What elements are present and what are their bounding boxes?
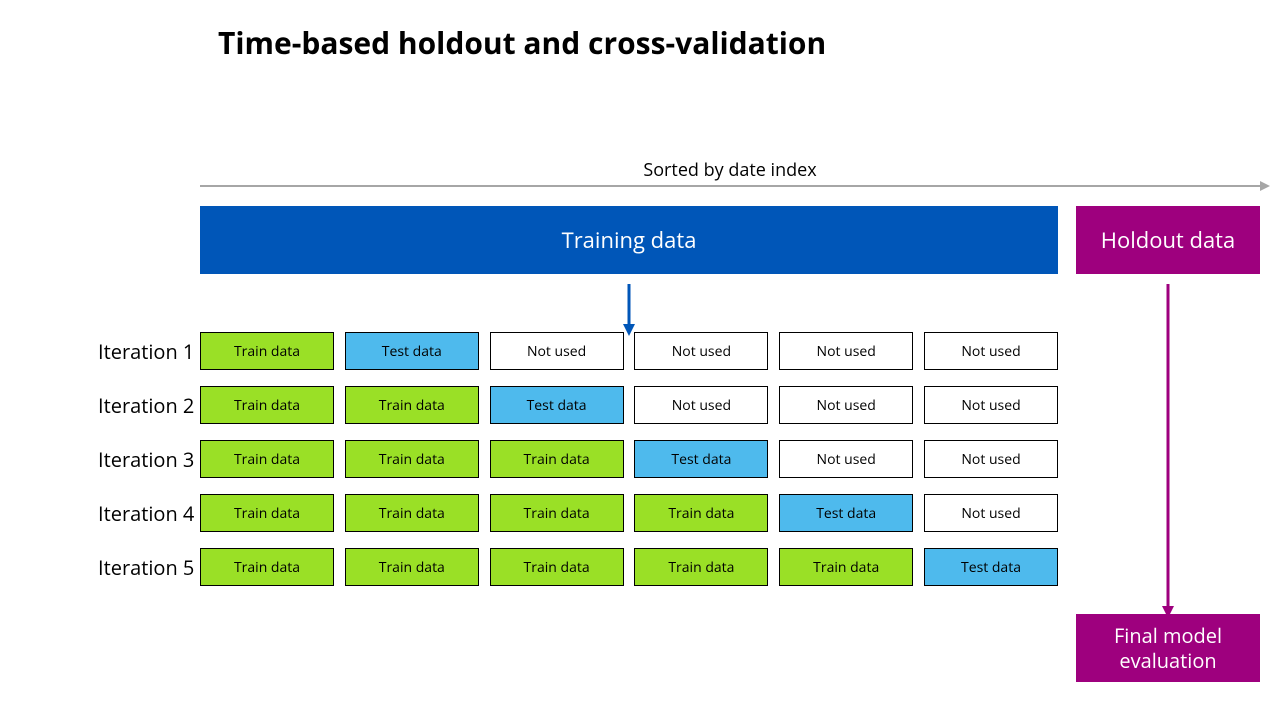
cv-cell-train: Train data	[490, 440, 624, 478]
training-to-grid-arrow	[619, 284, 639, 336]
cv-cell-train: Train data	[345, 386, 479, 424]
iteration-label: Iteration 1	[98, 338, 194, 365]
iteration-label: Iteration 4	[98, 500, 194, 527]
cv-cell-test: Test data	[345, 332, 479, 370]
iteration-label: Iteration 5	[98, 554, 194, 581]
cv-cell-train: Train data	[200, 440, 334, 478]
training-data-block: Training data	[200, 206, 1058, 274]
cv-cell-notused: Not used	[634, 386, 768, 424]
cv-cell-train: Train data	[200, 332, 334, 370]
cv-cell-notused: Not used	[924, 494, 1058, 532]
cv-cell-train: Train data	[490, 494, 624, 532]
holdout-data-block: Holdout data	[1076, 206, 1260, 274]
final-evaluation-label: Final model evaluation	[1076, 623, 1260, 673]
cv-cell-train: Train data	[200, 494, 334, 532]
cv-cell-notused: Not used	[490, 332, 624, 370]
cv-cell-test: Test data	[634, 440, 768, 478]
cv-cell-notused: Not used	[924, 386, 1058, 424]
cv-cell-train: Train data	[779, 548, 913, 586]
iteration-label: Iteration 3	[98, 446, 194, 473]
cv-cell-train: Train data	[200, 548, 334, 586]
cv-cell-train: Train data	[634, 548, 768, 586]
cv-cell-test: Test data	[924, 548, 1058, 586]
page-title: Time-based holdout and cross-validation	[218, 22, 826, 63]
cv-cell-train: Train data	[634, 494, 768, 532]
cv-cell-train: Train data	[345, 494, 479, 532]
cv-cell-train: Train data	[490, 548, 624, 586]
cv-cell-train: Train data	[345, 548, 479, 586]
holdout-to-final-arrow	[1158, 284, 1178, 618]
cv-cell-notused: Not used	[779, 386, 913, 424]
cv-cell-train: Train data	[345, 440, 479, 478]
sort-arrow	[200, 179, 1270, 193]
iteration-label: Iteration 2	[98, 392, 194, 419]
final-evaluation-block: Final model evaluation	[1076, 614, 1260, 682]
cv-cell-test: Test data	[490, 386, 624, 424]
cv-cell-notused: Not used	[634, 332, 768, 370]
cv-cell-test: Test data	[779, 494, 913, 532]
training-data-label: Training data	[562, 225, 697, 255]
cv-cell-notused: Not used	[779, 440, 913, 478]
cv-cell-notused: Not used	[924, 332, 1058, 370]
cv-cell-notused: Not used	[924, 440, 1058, 478]
cv-cell-train: Train data	[200, 386, 334, 424]
cv-cell-notused: Not used	[779, 332, 913, 370]
holdout-data-label: Holdout data	[1101, 225, 1236, 255]
